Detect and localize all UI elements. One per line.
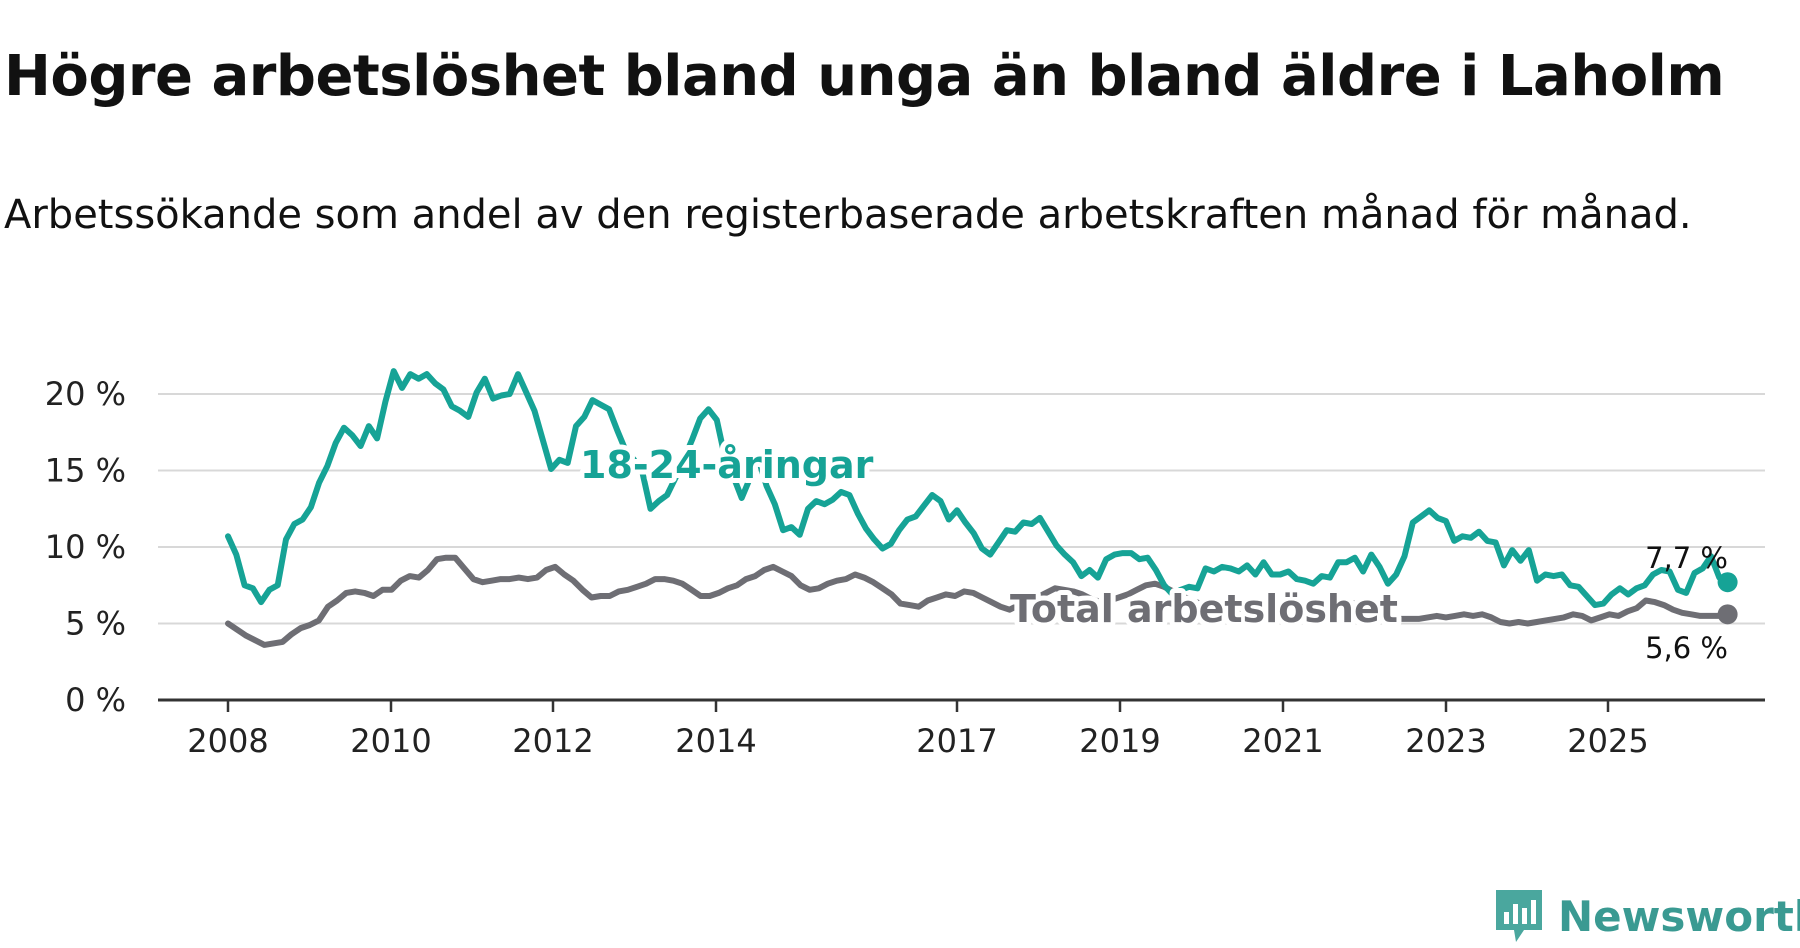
x-tick-label: 2017: [916, 722, 997, 760]
brand-name: Newsworthy: [1558, 891, 1800, 941]
x-tick-label: 2025: [1567, 722, 1648, 760]
end-label-young: 7,7 %: [1645, 541, 1728, 575]
y-tick-label: 15 %: [45, 452, 126, 490]
end-point-total: [1717, 604, 1738, 625]
series-label-total-text: Total arbetslöshet: [1010, 587, 1398, 631]
y-axis: 0 % 5 % 10 % 15 % 20 %: [45, 375, 126, 719]
newsworthy-logo-icon: [1496, 890, 1542, 942]
x-axis: 2008 2010 2012 2014 2017 2019 2021 2023 2025: [158, 698, 1765, 760]
series-label-young-halo: 18-24-åringar: [580, 443, 874, 487]
y-tick-label: 10 %: [45, 528, 126, 566]
x-tick-label: 2012: [512, 722, 593, 760]
series-line-total: [225, 554, 1731, 648]
x-tick-label: 2010: [350, 722, 431, 760]
x-tick-label: 2019: [1079, 722, 1160, 760]
chart-title: Högre arbetslöshet bland unga än bland ä…: [4, 43, 1725, 109]
y-tick-label: 5 %: [65, 605, 126, 643]
brand-logo: Newsworthy: [1494, 888, 1800, 944]
end-point-young: [1717, 572, 1738, 593]
x-tick-label: 2008: [187, 722, 268, 760]
x-tick-label: 2021: [1242, 722, 1323, 760]
series-label-young-text: 18-24-åringar: [580, 443, 874, 487]
gridlines: [158, 393, 1765, 625]
chart-subtitle: Arbetssökande som andel av den registerb…: [4, 192, 1692, 238]
series-layer: [225, 368, 1738, 648]
series-line-young: [225, 368, 1731, 609]
y-tick-label: 20 %: [45, 375, 126, 413]
x-tick-label: 2014: [675, 722, 756, 760]
y-tick-label: 0 %: [65, 681, 126, 719]
end-label-total: 5,6 %: [1645, 631, 1728, 665]
x-tick-label: 2023: [1405, 722, 1486, 760]
series-label-total-halo: Total arbetslöshet: [1010, 587, 1398, 631]
